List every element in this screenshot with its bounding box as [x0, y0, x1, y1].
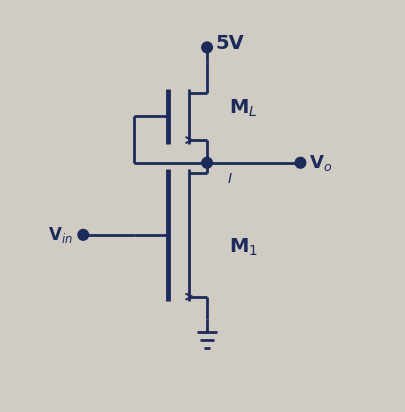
- Circle shape: [201, 42, 212, 53]
- Text: 5V: 5V: [215, 34, 243, 53]
- Text: I: I: [227, 172, 231, 186]
- Text: M$_L$: M$_L$: [229, 98, 257, 119]
- Text: M$_1$: M$_1$: [229, 236, 258, 258]
- Circle shape: [294, 157, 305, 168]
- Text: V$_o$: V$_o$: [308, 153, 331, 173]
- Circle shape: [201, 157, 212, 168]
- Circle shape: [78, 229, 88, 240]
- Text: V$_{in}$: V$_{in}$: [48, 225, 73, 245]
